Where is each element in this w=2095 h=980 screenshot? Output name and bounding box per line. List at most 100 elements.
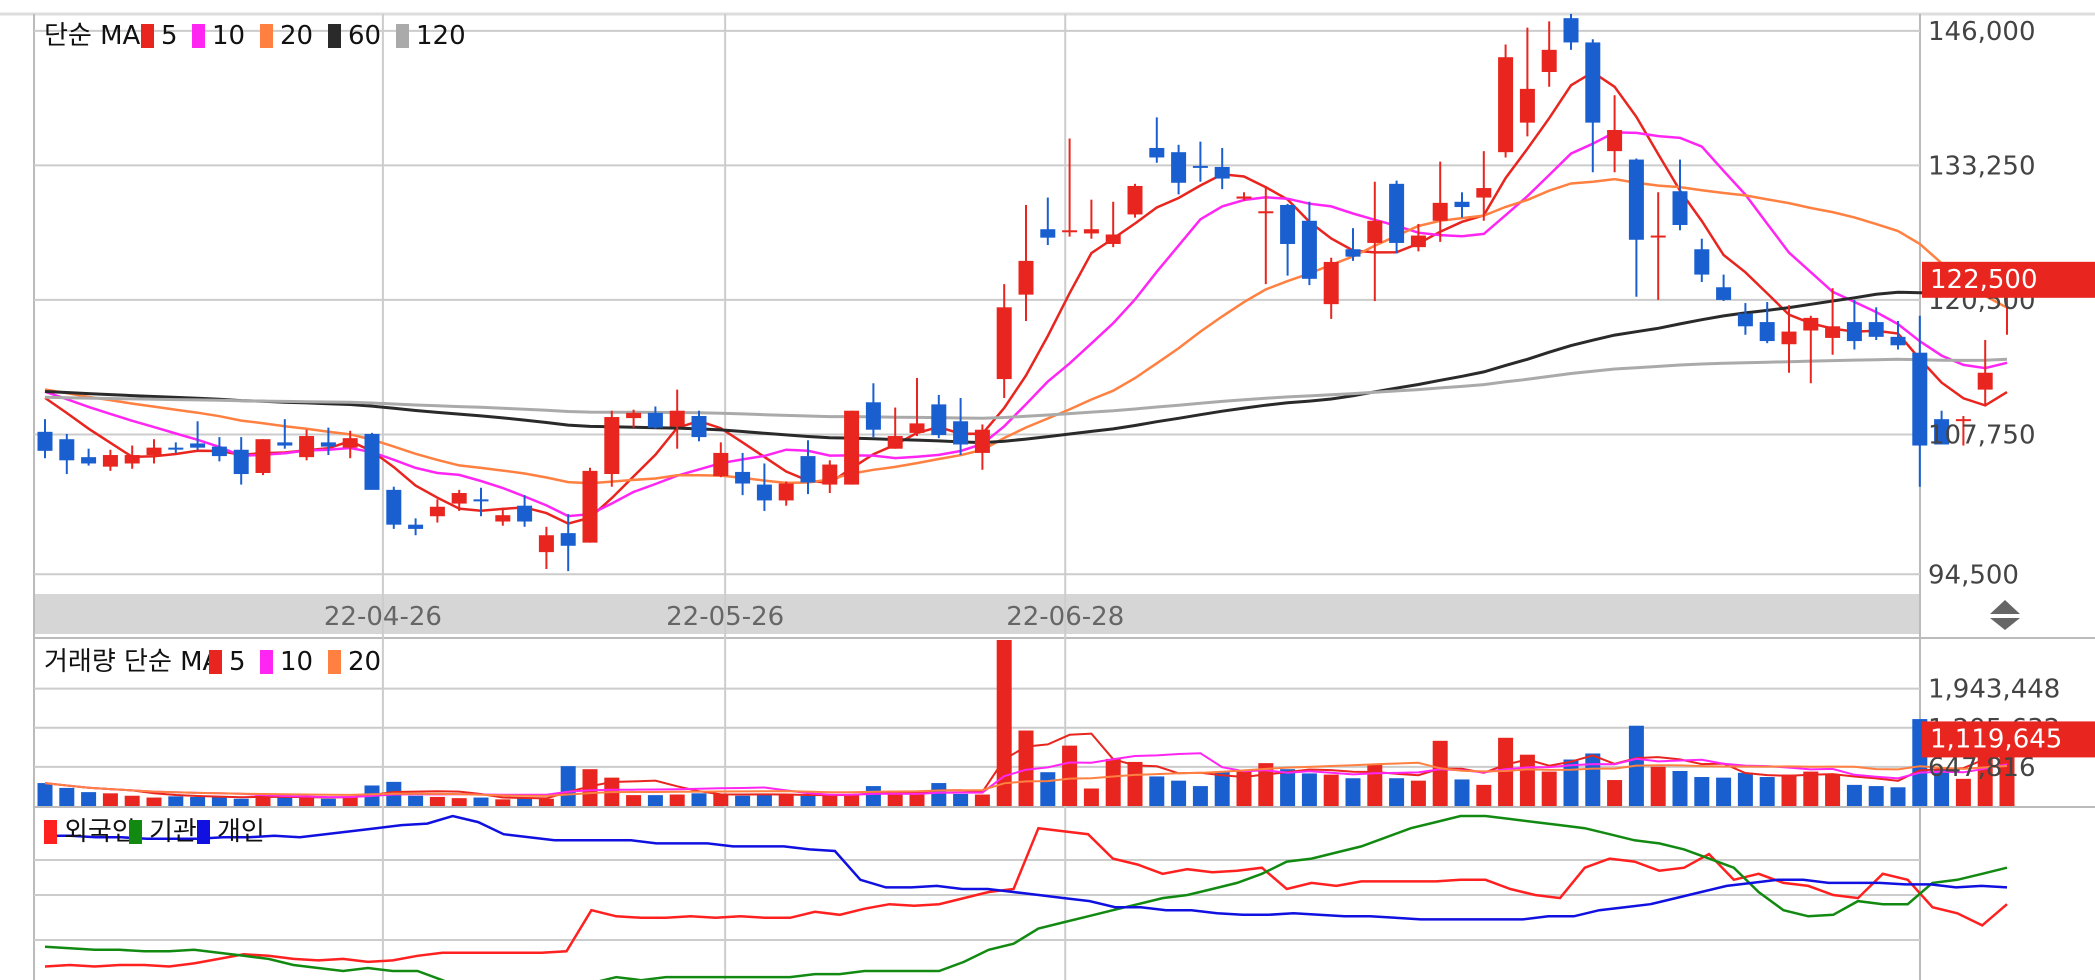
candle-body xyxy=(1519,88,1535,123)
legend-swatch xyxy=(260,650,273,674)
candle-body xyxy=(146,447,162,456)
volume-bar xyxy=(1236,770,1252,806)
candle-body xyxy=(953,421,969,445)
ma10-line xyxy=(44,131,2008,518)
volume-bar xyxy=(1214,771,1230,806)
volume-bar xyxy=(1825,774,1841,806)
price-panel[interactable] xyxy=(37,13,2015,572)
candle-body xyxy=(1628,159,1644,240)
volume-bar xyxy=(669,794,685,806)
volume-bar xyxy=(1541,771,1557,806)
legend-label: 10 xyxy=(280,647,313,677)
legend-label: 개인 xyxy=(217,817,265,847)
candle-body xyxy=(996,307,1012,380)
candle-body xyxy=(211,446,227,457)
volume-bar xyxy=(756,794,772,806)
candle-body xyxy=(604,417,620,475)
volume-bar xyxy=(626,795,642,806)
candle-body xyxy=(1498,57,1514,153)
axes: 146,000133,250120,500107,75094,50022-04-… xyxy=(324,17,2095,783)
volume-bar xyxy=(1563,759,1579,806)
candle-body xyxy=(778,483,794,501)
volume-bar xyxy=(1301,773,1317,806)
candle-body xyxy=(1541,49,1557,72)
volume-bar xyxy=(887,793,903,806)
volume-tick-label: 647,816 xyxy=(1928,753,2036,783)
candle-body xyxy=(408,524,424,529)
volume-panel[interactable] xyxy=(37,640,2015,806)
volume-bar xyxy=(1585,753,1601,806)
volume-bar xyxy=(1345,778,1361,806)
volume-bar xyxy=(1694,777,1710,806)
candle-body xyxy=(1236,196,1252,199)
volume-bar xyxy=(1171,780,1187,806)
volume-bar xyxy=(81,792,97,806)
volume-bar xyxy=(822,794,838,806)
candle-body xyxy=(1258,211,1274,214)
legend-swatch xyxy=(396,24,409,48)
chart-frame xyxy=(0,12,2095,980)
candle-body xyxy=(255,439,271,473)
legend-title: 거래량 단순 MA xyxy=(44,647,221,677)
candle-body xyxy=(931,404,947,435)
candle-body xyxy=(626,412,642,419)
candle-body xyxy=(1410,235,1426,248)
candle-body xyxy=(1192,165,1208,168)
investor-panel[interactable] xyxy=(44,814,2008,980)
legend-swatch xyxy=(141,24,154,48)
candle-body xyxy=(1149,147,1165,158)
candle-body xyxy=(495,515,511,522)
candle-body xyxy=(1476,188,1492,198)
volume-bar xyxy=(844,795,860,806)
candle-body xyxy=(756,484,772,501)
candle-body xyxy=(277,442,293,446)
volume-bar xyxy=(1083,788,1099,806)
legend-swatch xyxy=(197,820,210,844)
volume-tick-label: 1,943,448 xyxy=(1928,675,2060,705)
legend-label: 10 xyxy=(212,21,245,51)
volume-bar xyxy=(1149,776,1165,806)
legend-swatch xyxy=(209,650,222,674)
candle-body xyxy=(386,489,402,525)
candle-body xyxy=(1585,42,1601,123)
legend-label: 120 xyxy=(416,21,466,51)
candle-body xyxy=(1694,249,1710,275)
volume-bar xyxy=(1389,778,1405,806)
volume-bar xyxy=(1650,766,1666,806)
candle-body xyxy=(1846,322,1862,342)
candle-body xyxy=(1955,419,1971,422)
current-volume-badge xyxy=(1922,721,2095,758)
legends: 단순 MA 5 10 20 60 120 거래량 단순 MA 5 10 20 외국인 기관 개인 xyxy=(44,21,466,847)
volume-bar xyxy=(1062,745,1078,806)
volume-bar xyxy=(473,797,489,806)
legend-swatch xyxy=(260,24,273,48)
volume-bar xyxy=(865,786,881,806)
candle-body xyxy=(233,449,249,475)
candle-body xyxy=(1825,326,1841,338)
volume-bar xyxy=(190,796,206,806)
candle-body xyxy=(342,438,358,448)
candle-body xyxy=(1672,191,1688,225)
candle-body xyxy=(168,447,184,450)
current-volume-label: 1,119,645 xyxy=(1930,724,2062,754)
price-tick-label: 107,750 xyxy=(1928,420,2036,450)
candle-body xyxy=(320,442,336,447)
candle-body xyxy=(1105,234,1121,244)
volume-bar xyxy=(233,798,249,806)
candle-body xyxy=(473,499,489,502)
candle-body xyxy=(800,456,816,483)
candle-body xyxy=(1018,260,1034,295)
investor-line-1 xyxy=(44,814,2008,980)
candle-body xyxy=(560,533,576,546)
volume-bar xyxy=(647,795,663,806)
volume-bar xyxy=(1737,772,1753,806)
candle-body xyxy=(1716,287,1732,300)
candle-body xyxy=(844,410,860,485)
volume-bar xyxy=(1105,758,1121,806)
volume-bar xyxy=(1432,740,1448,806)
volume-bar xyxy=(909,794,925,806)
volume-bar xyxy=(495,799,511,806)
volume-bar xyxy=(1672,770,1688,806)
candle-body xyxy=(538,535,554,553)
